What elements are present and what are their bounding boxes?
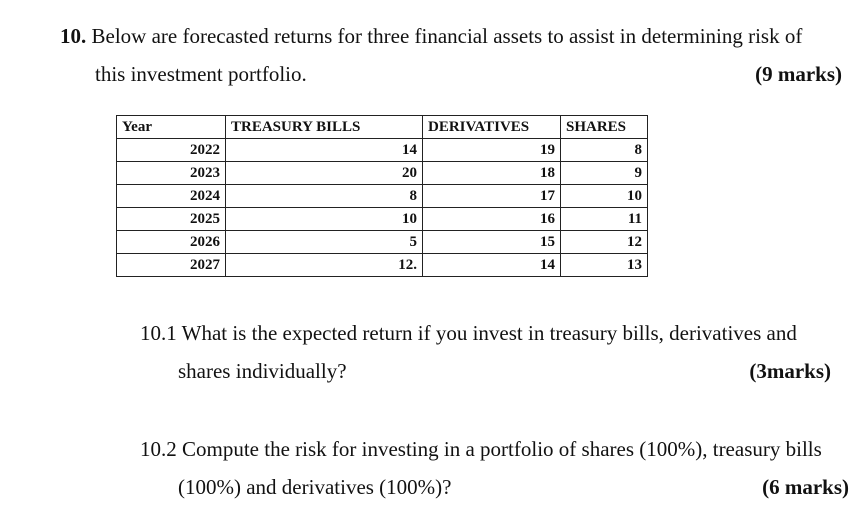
- header-treasury-bills: TREASURY BILLS: [225, 115, 423, 139]
- subquestion-10-1-line-2: shares individually?: [178, 359, 347, 383]
- cell-treasury-bills: 10: [225, 207, 423, 231]
- cell-shares: 12: [560, 230, 648, 254]
- question-marks: (9 marks): [755, 62, 842, 86]
- cell-derivatives: 15: [422, 230, 561, 254]
- cell-year: 2022: [116, 138, 226, 162]
- question-text-line-2: this investment portfolio.: [95, 62, 307, 86]
- cell-derivatives: 14: [422, 253, 561, 277]
- cell-year: 2023: [116, 161, 226, 185]
- header-year: Year: [116, 115, 226, 139]
- returns-table: Year TREASURY BILLS DERIVATIVES SHARES 2…: [116, 115, 648, 277]
- question-text-line-1: Below are forecasted returns for three f…: [91, 24, 803, 48]
- subquestion-10-2-line-1: 10.2 Compute the risk for investing in a…: [140, 437, 822, 461]
- header-derivatives: DERIVATIVES: [422, 115, 561, 139]
- cell-shares: 8: [560, 138, 648, 162]
- table-row: 2025 10 16 11: [116, 207, 648, 231]
- question-line-1: 10. Below are forecasted returns for thr…: [60, 24, 802, 48]
- cell-derivatives: 19: [422, 138, 561, 162]
- cell-derivatives: 17: [422, 184, 561, 208]
- table-row: 2026 5 15 12: [116, 230, 648, 254]
- table-row: 2027 12. 14 13: [116, 253, 648, 277]
- cell-shares: 10: [560, 184, 648, 208]
- question-number: 10.: [60, 24, 87, 48]
- subquestion-10-1-line-1: 10.1 What is the expected return if you …: [140, 321, 797, 345]
- cell-treasury-bills: 5: [225, 230, 423, 254]
- cell-derivatives: 16: [422, 207, 561, 231]
- cell-treasury-bills: 20: [225, 161, 423, 185]
- table-row: 2024 8 17 10: [116, 184, 648, 208]
- cell-shares: 9: [560, 161, 648, 185]
- cell-year: 2027: [116, 253, 226, 277]
- cell-treasury-bills: 14: [225, 138, 423, 162]
- cell-year: 2024: [116, 184, 226, 208]
- subquestion-10-2-marks: (6 marks): [762, 475, 849, 499]
- cell-shares: 13: [560, 253, 648, 277]
- table-header-row: Year TREASURY BILLS DERIVATIVES SHARES: [116, 115, 648, 139]
- table-row: 2022 14 19 8: [116, 138, 648, 162]
- subquestion-10-1-marks: (3marks): [749, 359, 831, 383]
- cell-derivatives: 18: [422, 161, 561, 185]
- subquestion-10-2-line-2: (100%) and derivatives (100%)?: [178, 475, 452, 499]
- cell-treasury-bills: 12.: [225, 253, 423, 277]
- table-row: 2023 20 18 9: [116, 161, 648, 185]
- cell-shares: 11: [560, 207, 648, 231]
- cell-year: 2025: [116, 207, 226, 231]
- cell-year: 2026: [116, 230, 226, 254]
- header-shares: SHARES: [560, 115, 648, 139]
- cell-treasury-bills: 8: [225, 184, 423, 208]
